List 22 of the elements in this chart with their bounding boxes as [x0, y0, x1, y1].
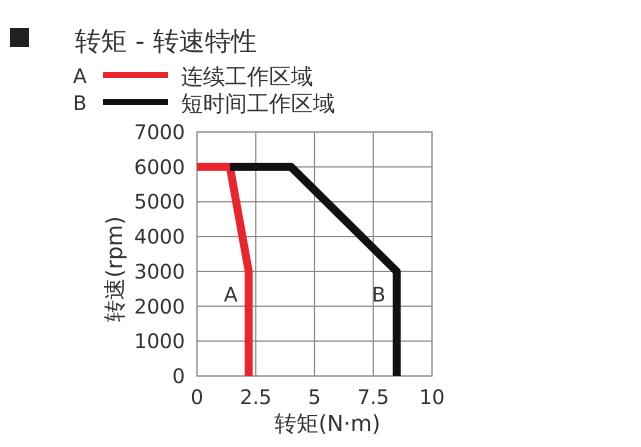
annotation: B — [372, 282, 386, 306]
y-tick-label: 6000 — [134, 154, 185, 179]
y-tick-label: 7000 — [134, 120, 185, 144]
chart-title: 转矩 - 转速特性 — [75, 27, 257, 57]
annotation: A — [224, 282, 238, 306]
y-tick-label: 3000 — [134, 259, 185, 284]
y-tick-label: 2000 — [134, 294, 185, 318]
text: B — [73, 91, 87, 115]
y-tick-label: 0 — [172, 364, 185, 388]
legend-label: 短时间工作区域 — [181, 92, 335, 117]
x-tick-label: 10 — [419, 385, 445, 409]
x-axis-title: 转矩(N·m) — [274, 412, 381, 437]
legend-label: 连续工作区域 — [181, 65, 313, 90]
y-tick-label: 1000 — [134, 329, 185, 354]
text: A — [73, 64, 87, 88]
y-tick-label: 5000 — [134, 190, 185, 214]
x-tick-label: 0 — [190, 385, 204, 409]
y-axis-title: 转速(rpm) — [103, 216, 128, 322]
x-tick-label: 5 — [308, 385, 321, 409]
x-tick-label: 2.5 — [240, 385, 272, 409]
x-tick-label: 7.5 — [357, 385, 390, 409]
y-tick-label: 4000 — [134, 224, 185, 249]
